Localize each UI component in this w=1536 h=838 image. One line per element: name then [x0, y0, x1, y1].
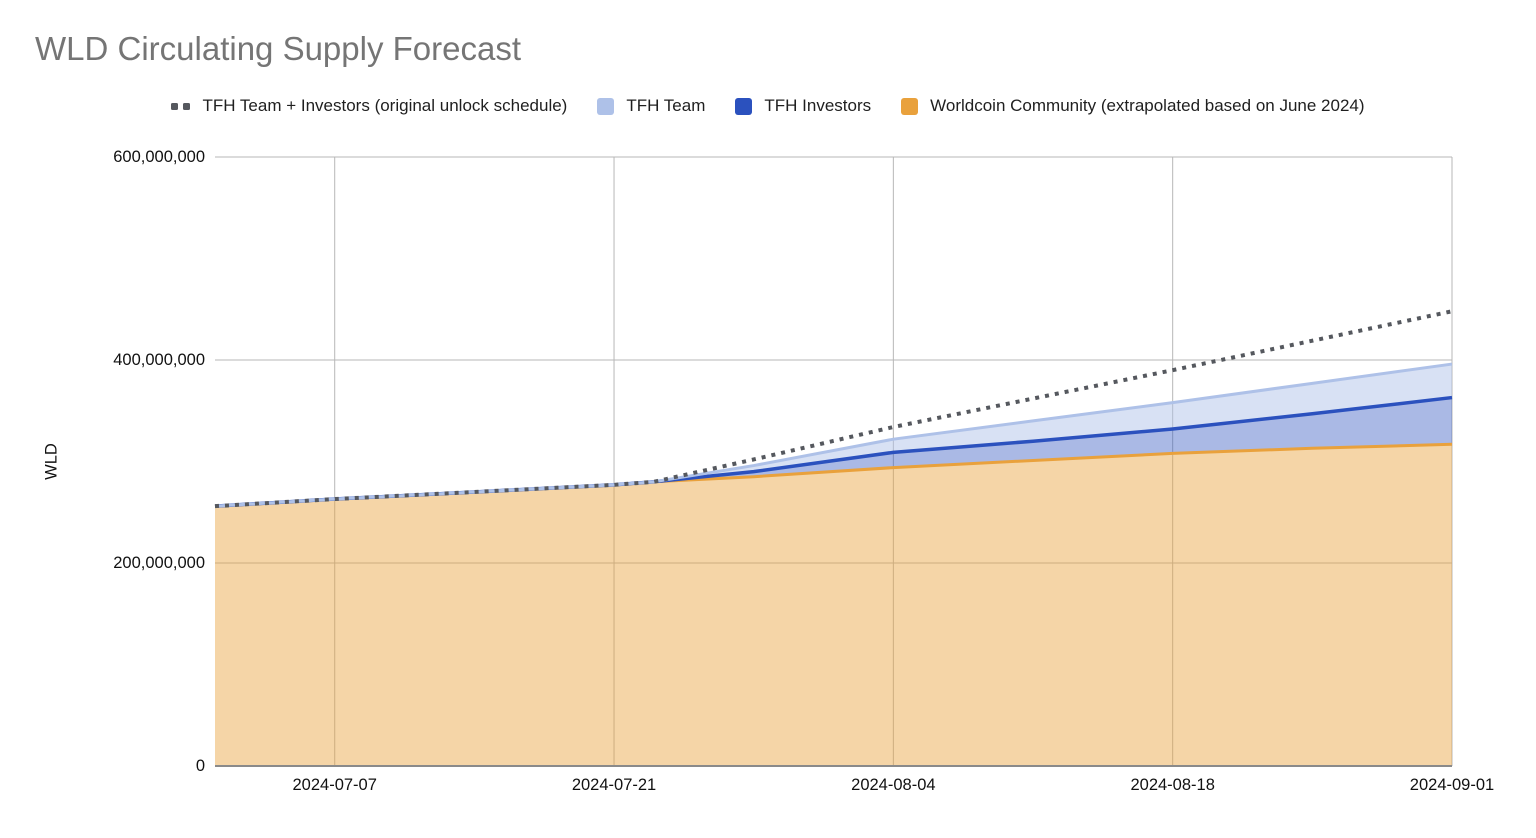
chart-title: WLD Circulating Supply Forecast — [35, 30, 522, 67]
y-tick-label: 400,000,000 — [113, 351, 205, 369]
y-tick-label: 200,000,000 — [113, 554, 205, 572]
legend-item-worldcoin-community: Worldcoin Community (extrapolated based … — [901, 96, 1365, 116]
dotted-line-swatch-icon — [171, 102, 191, 110]
y-tick-label: 0 — [195, 757, 205, 775]
y-axis-title: WLD — [42, 443, 61, 480]
square-swatch-icon — [901, 97, 919, 115]
legend-item-tfh-team: TFH Team — [597, 96, 705, 116]
legend-label: TFH Team + Investors (original unlock sc… — [202, 96, 568, 115]
x-tick-label: 2024-07-07 — [292, 776, 377, 794]
dot — [171, 102, 179, 110]
x-tick-label: 2024-07-21 — [571, 776, 657, 794]
chart-legend: TFH Team + Investors (original unlock sc… — [0, 96, 1536, 116]
dot — [183, 102, 191, 110]
y-tick-label: 600,000,000 — [113, 148, 205, 166]
legend-item-tfh-investors: TFH Investors — [735, 96, 871, 116]
legend-label: TFH Investors — [764, 96, 872, 115]
x-tick-label: 2024-08-18 — [1130, 776, 1215, 794]
dotted-line-original-schedule — [214, 309, 1453, 509]
area-worldcoin-community — [215, 444, 1452, 766]
legend-item-original-schedule: TFH Team + Investors (original unlock sc… — [171, 96, 567, 116]
x-tick-label: 2024-09-01 — [1409, 776, 1495, 794]
square-swatch-icon — [735, 97, 753, 115]
square-swatch-icon — [597, 97, 615, 115]
legend-label: Worldcoin Community (extrapolated based … — [930, 96, 1365, 115]
x-tick-label: 2024-08-04 — [851, 776, 936, 794]
legend-label: TFH Team — [626, 96, 706, 115]
